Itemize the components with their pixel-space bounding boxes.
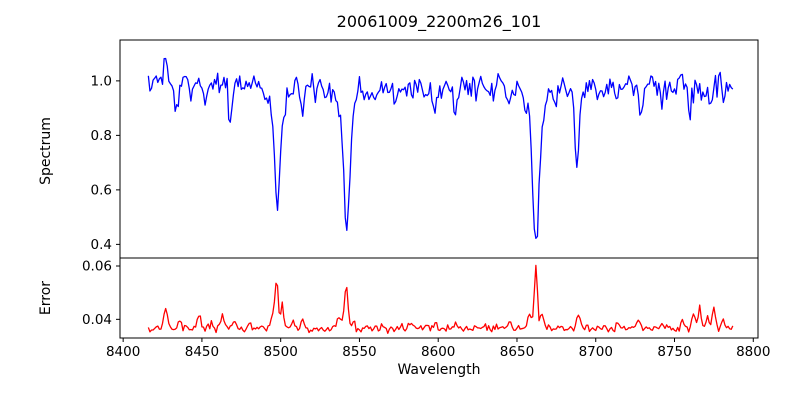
spectrum-axes-frame [119,39,759,259]
error-y-tick-label: 0.06 [82,259,112,275]
error-axis-label: Error [38,280,54,316]
x-tick-label: 8750 [657,344,691,360]
spectrum-axis-label: Spectrum [38,117,54,185]
x-tick-label: 8650 [500,344,534,360]
wavelength-axis-label: Wavelength [397,362,481,378]
error-axes-frame [119,257,759,339]
x-tick-label: 8450 [185,344,219,360]
error-y-tick-label: 0.04 [82,312,112,328]
chart-title: 20061009_2200m26_101 [336,12,542,31]
x-tick-label: 8400 [106,344,140,360]
x-tick-label: 8600 [421,344,455,360]
spectrum-y-tick-label: 1.0 [91,73,112,89]
spectrum-y-tick-label: 0.6 [91,182,112,198]
x-tick-label: 8800 [736,344,770,360]
spectrum-y-tick-label: 0.4 [91,237,112,253]
spectrum-y-tick-label: 0.8 [91,128,112,144]
x-tick-label: 8700 [579,344,613,360]
x-tick-label: 8550 [342,344,376,360]
x-tick-label: 8500 [264,344,298,360]
spectrum-line [147,57,734,240]
error-line [147,264,734,334]
